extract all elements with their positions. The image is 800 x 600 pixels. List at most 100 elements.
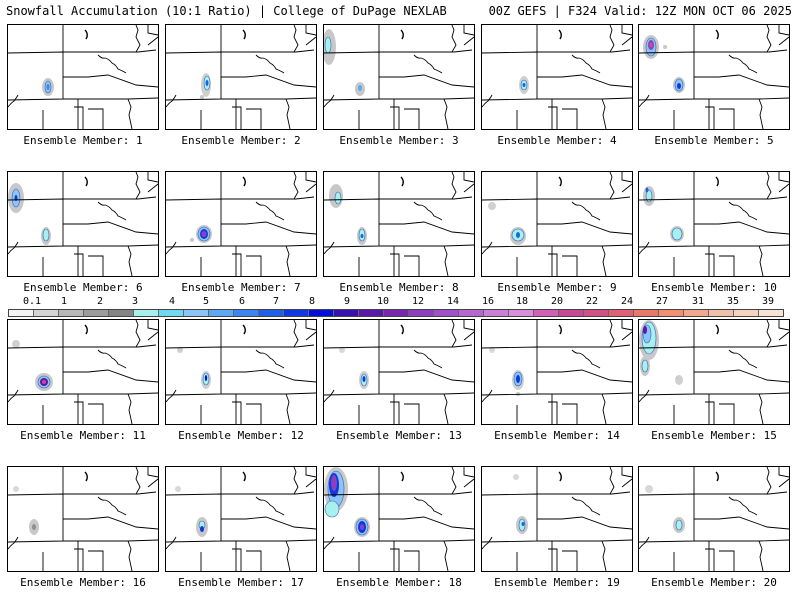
ensemble-member-map-svg <box>8 467 158 571</box>
snowfall-shading <box>177 347 211 389</box>
ensemble-member-map-svg <box>166 172 316 276</box>
colorbar-tick-label: 7 <box>272 296 280 307</box>
ensemble-member-label: Ensemble Member: 2 <box>181 134 301 147</box>
ensemble-member-map <box>638 466 790 572</box>
state-borders <box>8 172 158 276</box>
colorbar-swatch <box>259 310 284 316</box>
colorbar-swatch <box>509 310 534 316</box>
ensemble-member-map-svg <box>482 467 632 571</box>
snowfall-shading <box>190 225 212 243</box>
state-borders <box>482 172 632 276</box>
colorbar-swatch <box>384 310 409 316</box>
ensemble-member-map <box>481 319 633 425</box>
state-borders <box>482 25 632 129</box>
ensemble-member-map <box>7 319 159 425</box>
ensemble-member-map-svg <box>166 25 316 129</box>
snowfall-shading <box>639 320 683 385</box>
ensemble-member-map-svg <box>639 320 789 424</box>
state-borders <box>639 172 789 276</box>
colorbar-swatch <box>684 310 709 316</box>
snowfall-shading <box>200 73 211 99</box>
colorbar-swatch <box>9 310 34 316</box>
state-borders <box>166 467 316 571</box>
colorbar-swatch <box>284 310 309 316</box>
ensemble-member-map <box>323 466 475 572</box>
colorbar-tick-label: 6 <box>238 296 246 307</box>
ensemble-member-label: Ensemble Member: 7 <box>181 281 301 294</box>
ensemble-member-label: Ensemble Member: 15 <box>651 429 777 442</box>
ensemble-member-map <box>481 24 633 130</box>
colorbar-swatch <box>234 310 259 316</box>
ensemble-member-map <box>323 24 475 130</box>
state-borders <box>639 320 789 424</box>
colorbar-swatch <box>334 310 359 316</box>
ensemble-member-map-svg <box>482 320 632 424</box>
colorbar-swatch <box>609 310 634 316</box>
snowfall-colorbar <box>8 309 784 317</box>
ensemble-member-label: Ensemble Member: 10 <box>651 281 777 294</box>
ensemble-member-map-svg <box>166 467 316 571</box>
colorbar-tick-label: 22 <box>585 296 599 307</box>
ensemble-member-label: Ensemble Member: 13 <box>336 429 462 442</box>
snowfall-shading <box>645 485 685 533</box>
colorbar-tick-label: 20 <box>550 296 564 307</box>
colorbar-swatch <box>584 310 609 316</box>
colorbar-swatch <box>759 310 783 316</box>
ensemble-member-map-svg <box>482 25 632 129</box>
ensemble-member-map <box>7 171 159 277</box>
colorbar-swatch <box>409 310 434 316</box>
colorbar-swatch <box>534 310 559 316</box>
colorbar-tick-label: 1 <box>60 296 68 307</box>
ensemble-member-map-svg <box>324 172 474 276</box>
ensemble-member-map-svg <box>639 467 789 571</box>
ensemble-member-map <box>165 466 317 572</box>
snowfall-shading <box>643 35 685 93</box>
state-borders <box>324 25 474 129</box>
state-borders <box>639 467 789 571</box>
colorbar-swatch <box>559 310 584 316</box>
colorbar-swatch <box>434 310 459 316</box>
ensemble-member-map <box>481 466 633 572</box>
state-borders <box>8 320 158 424</box>
snowfall-shading <box>519 76 529 94</box>
state-borders <box>639 25 789 129</box>
ensemble-member-label: Ensemble Member: 9 <box>497 281 617 294</box>
state-borders <box>166 320 316 424</box>
ensemble-member-map-svg <box>166 320 316 424</box>
ensemble-member-map-svg <box>639 25 789 129</box>
state-borders <box>8 25 158 129</box>
colorbar-tick-label: 4 <box>168 296 176 307</box>
state-borders <box>166 172 316 276</box>
snowfall-shading <box>324 467 370 537</box>
ensemble-member-map-svg <box>8 25 158 129</box>
colorbar-tick-label: 8 <box>308 296 316 307</box>
snowfall-shading <box>339 347 369 389</box>
colorbar-tick-label: 10 <box>376 296 390 307</box>
ensemble-member-map-svg <box>482 172 632 276</box>
snowfall-shading <box>324 29 365 96</box>
state-borders <box>324 467 474 571</box>
ensemble-member-label: Ensemble Member: 6 <box>23 281 143 294</box>
ensemble-member-map-svg <box>8 172 158 276</box>
ensemble-member-map-svg <box>324 320 474 424</box>
state-borders <box>324 320 474 424</box>
ensemble-member-label: Ensemble Member: 4 <box>497 134 617 147</box>
ensemble-member-label: Ensemble Member: 5 <box>654 134 774 147</box>
snowfall-shading <box>175 486 208 537</box>
map-title: Snowfall Accumulation (10:1 Ratio) | Col… <box>6 4 447 18</box>
state-borders <box>482 320 632 424</box>
ensemble-member-label: Ensemble Member: 20 <box>651 576 777 589</box>
ensemble-member-label: Ensemble Member: 1 <box>23 134 143 147</box>
ensemble-member-map <box>638 171 790 277</box>
colorbar-tick-label: 39 <box>761 296 775 307</box>
ensemble-member-label: Ensemble Member: 18 <box>336 576 462 589</box>
ensemble-member-map <box>165 319 317 425</box>
colorbar-swatch <box>459 310 484 316</box>
snowfall-shading <box>13 486 39 535</box>
colorbar-swatch <box>309 310 334 316</box>
colorbar-swatch <box>159 310 184 316</box>
ensemble-member-label: Ensemble Member: 11 <box>20 429 146 442</box>
ensemble-member-label: Ensemble Member: 19 <box>494 576 620 589</box>
colorbar-tick-label: 31 <box>691 296 705 307</box>
colorbar-tick-label: 14 <box>446 296 460 307</box>
